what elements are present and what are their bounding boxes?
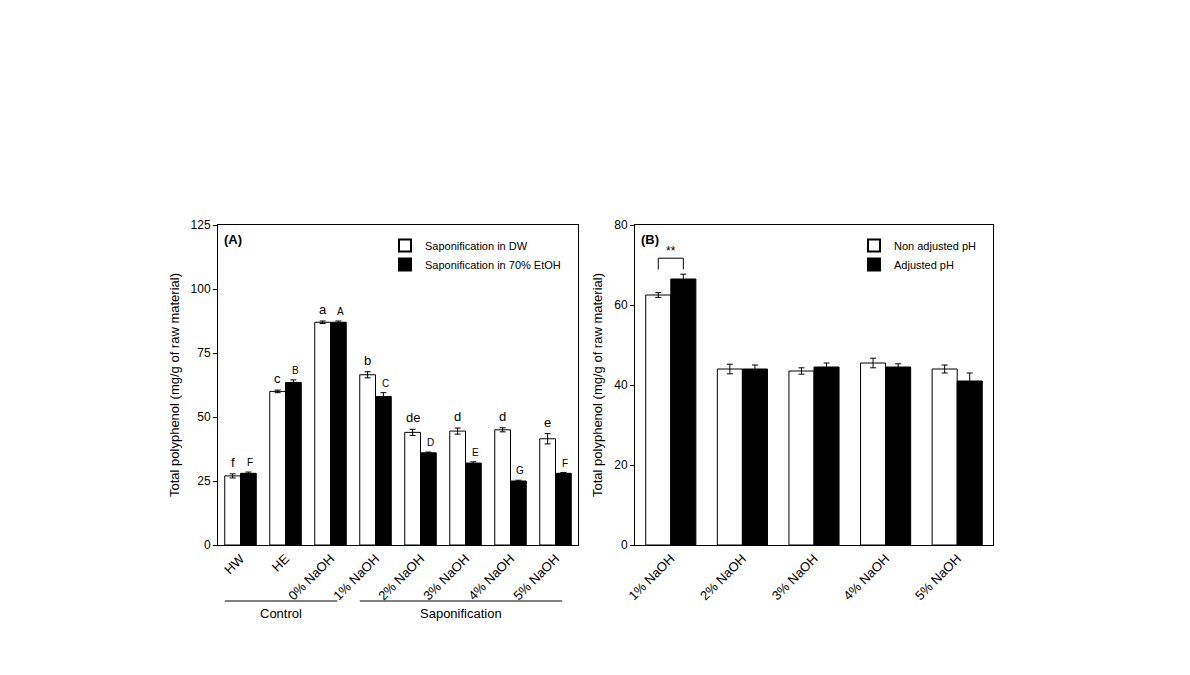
svg-text:Saponification in 70% EtOH: Saponification in 70% EtOH bbox=[425, 259, 561, 271]
svg-text:HW: HW bbox=[221, 551, 247, 577]
svg-text:G: G bbox=[516, 465, 524, 476]
svg-text:80: 80 bbox=[614, 218, 628, 232]
svg-text:0: 0 bbox=[621, 538, 628, 552]
svg-text:d: d bbox=[454, 409, 461, 424]
svg-text:25: 25 bbox=[197, 474, 211, 488]
svg-text:C: C bbox=[382, 378, 389, 389]
svg-text:c: c bbox=[274, 371, 281, 386]
svg-text:A: A bbox=[337, 306, 344, 317]
svg-text:B: B bbox=[292, 365, 299, 376]
svg-text:Non adjusted pH: Non adjusted pH bbox=[894, 240, 976, 252]
svg-text:3% NaOH: 3% NaOH bbox=[420, 551, 472, 603]
svg-text:75: 75 bbox=[197, 346, 211, 360]
svg-text:Adjusted pH: Adjusted pH bbox=[894, 259, 954, 271]
svg-text:Saponification: Saponification bbox=[420, 606, 502, 621]
svg-text:2% NaOH: 2% NaOH bbox=[375, 551, 427, 603]
svg-text:Control: Control bbox=[260, 606, 302, 621]
svg-text:f: f bbox=[231, 455, 235, 470]
svg-text:(B): (B) bbox=[641, 232, 659, 247]
svg-text:d: d bbox=[499, 409, 506, 424]
svg-text:40: 40 bbox=[614, 378, 628, 392]
svg-text:(A): (A) bbox=[224, 232, 242, 247]
svg-text:1% NaOH: 1% NaOH bbox=[626, 551, 678, 603]
svg-text:5% NaOH: 5% NaOH bbox=[912, 551, 964, 603]
svg-text:de: de bbox=[406, 410, 420, 425]
svg-text:**: ** bbox=[666, 244, 676, 258]
svg-text:0% NaOH: 0% NaOH bbox=[285, 551, 337, 603]
svg-text:2% NaOH: 2% NaOH bbox=[697, 551, 749, 603]
svg-text:60: 60 bbox=[614, 298, 628, 312]
svg-text:100: 100 bbox=[191, 282, 211, 296]
svg-text:50: 50 bbox=[197, 410, 211, 424]
svg-text:e: e bbox=[544, 415, 551, 430]
svg-text:4% NaOH: 4% NaOH bbox=[840, 551, 892, 603]
svg-text:HE: HE bbox=[269, 551, 293, 575]
svg-text:Total polyphenol (mg/g of raw: Total polyphenol (mg/g of raw material) bbox=[167, 273, 182, 497]
svg-text:5% NaOH: 5% NaOH bbox=[510, 551, 562, 603]
svg-text:3% NaOH: 3% NaOH bbox=[769, 551, 821, 603]
svg-text:F: F bbox=[247, 457, 253, 468]
svg-text:Total polyphenol (mg/g of raw: Total polyphenol (mg/g of raw material) bbox=[590, 273, 605, 497]
svg-text:1% NaOH: 1% NaOH bbox=[330, 551, 382, 603]
svg-text:a: a bbox=[319, 302, 327, 317]
svg-text:Saponification in DW: Saponification in DW bbox=[425, 240, 528, 252]
svg-text:20: 20 bbox=[614, 458, 628, 472]
svg-text:4% NaOH: 4% NaOH bbox=[465, 551, 517, 603]
svg-text:E: E bbox=[472, 447, 479, 458]
svg-text:D: D bbox=[427, 437, 434, 448]
svg-text:125: 125 bbox=[191, 218, 211, 232]
svg-text:b: b bbox=[364, 353, 371, 368]
svg-text:0: 0 bbox=[204, 538, 211, 552]
svg-text:F: F bbox=[562, 458, 568, 469]
